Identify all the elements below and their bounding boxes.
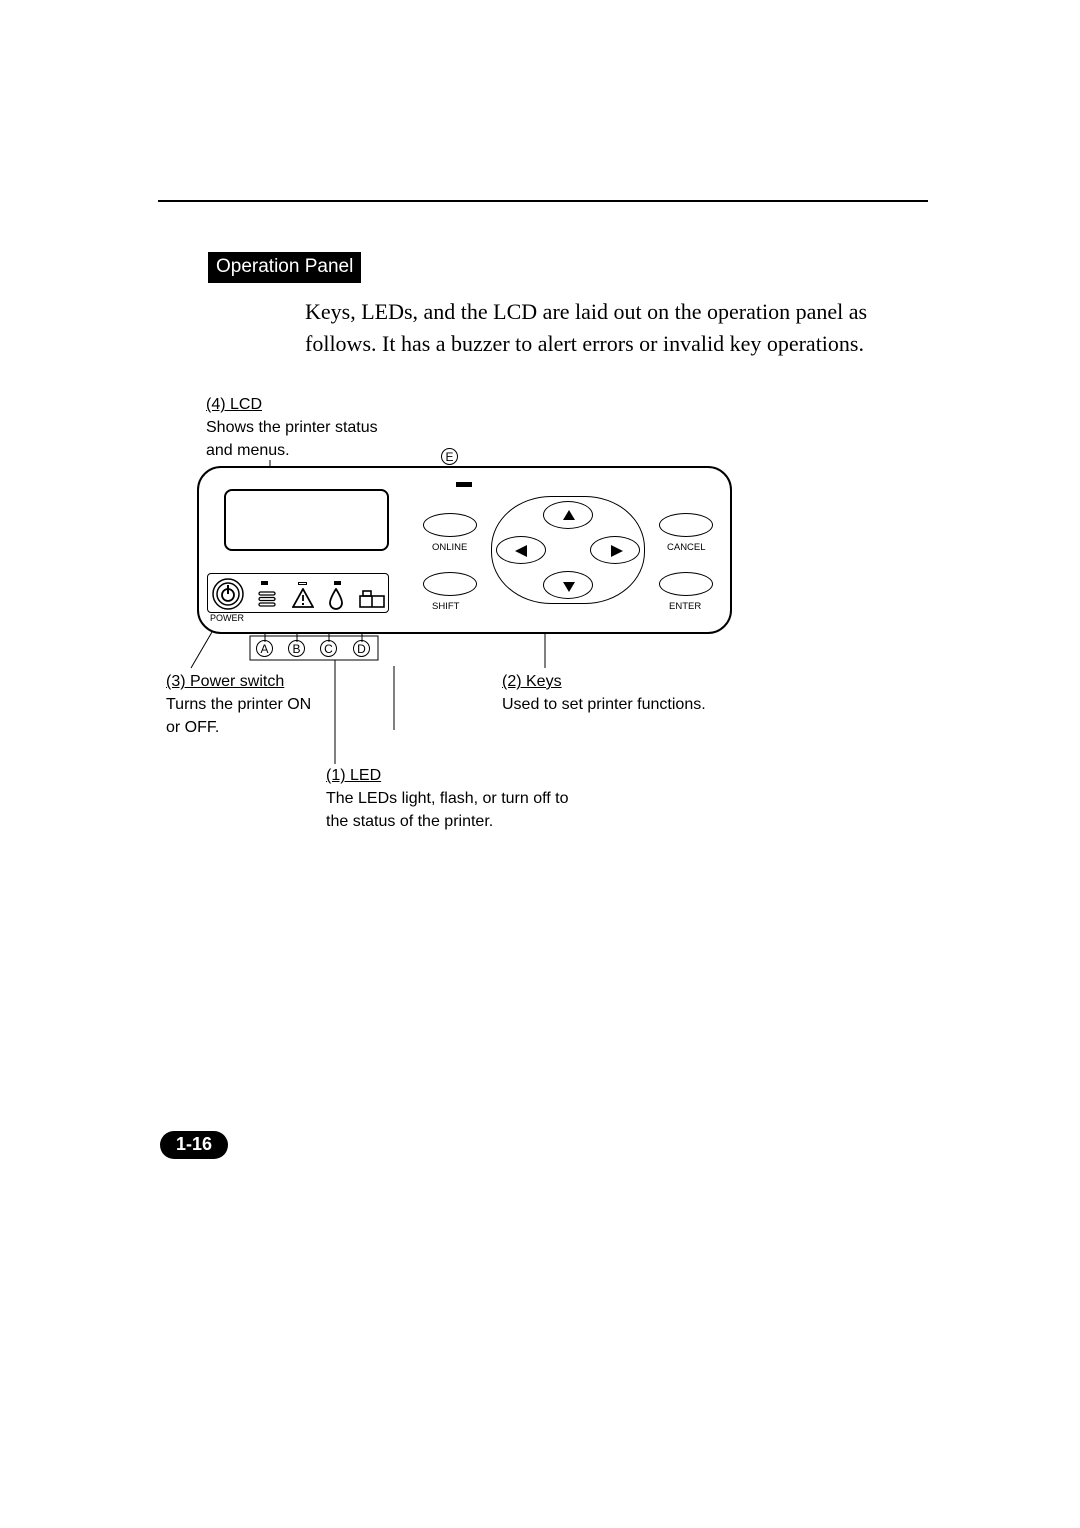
marker-a: A bbox=[256, 640, 273, 657]
callout-keys-title: (2) Keys bbox=[502, 673, 562, 690]
section-title-badge: Operation Panel bbox=[208, 252, 361, 283]
shift-button bbox=[423, 572, 477, 596]
callout-lcd-title: (4) LCD bbox=[206, 396, 262, 413]
lcd-screen bbox=[224, 489, 389, 551]
led-indicator-a bbox=[261, 581, 268, 585]
callout-power-title: (3) Power switch bbox=[166, 673, 284, 690]
online-button bbox=[423, 513, 477, 537]
callout-led-desc2: the status of the printer. bbox=[326, 813, 493, 830]
callout-power: (3) Power switch Turns the printer ON or… bbox=[166, 670, 396, 740]
enter-label: ENTER bbox=[669, 601, 701, 612]
marker-c: C bbox=[320, 640, 337, 657]
callout-lcd-desc1: Shows the printer status bbox=[206, 419, 378, 436]
arrow-down-button bbox=[543, 571, 593, 599]
led-indicator-b bbox=[298, 582, 307, 585]
online-label: ONLINE bbox=[432, 542, 467, 553]
enter-button bbox=[659, 572, 713, 596]
page-number: 1-16 bbox=[160, 1131, 228, 1159]
callout-power-desc2: or OFF. bbox=[166, 719, 219, 736]
power-switch-icon bbox=[211, 577, 245, 611]
callout-lcd: (4) LCD Shows the printer status and men… bbox=[206, 393, 466, 463]
callout-led-desc1: The LEDs light, flash, or turn off to bbox=[326, 790, 569, 807]
marker-b: B bbox=[288, 640, 305, 657]
cancel-label: CANCEL bbox=[667, 542, 706, 553]
operation-panel-diagram: POWER bbox=[197, 466, 732, 634]
top-indicator bbox=[456, 482, 472, 487]
warning-icon bbox=[292, 588, 314, 608]
callout-power-desc1: Turns the printer ON bbox=[166, 696, 311, 713]
menu-icon bbox=[258, 590, 276, 608]
intro-paragraph: Keys, LEDs, and the LCD are laid out on … bbox=[305, 296, 925, 360]
callout-lcd-desc2: and menus. bbox=[206, 442, 290, 459]
marker-e: E bbox=[441, 448, 458, 465]
marker-d: D bbox=[353, 640, 370, 657]
cartridge-icon bbox=[359, 590, 385, 608]
callout-led-title: (1) LED bbox=[326, 767, 381, 784]
top-rule bbox=[158, 200, 928, 202]
power-label: POWER bbox=[210, 613, 244, 623]
arrow-up-button bbox=[543, 501, 593, 529]
callout-led: (1) LED The LEDs light, flash, or turn o… bbox=[326, 764, 726, 834]
arrow-left-button bbox=[496, 536, 546, 564]
callout-keys: (2) Keys Used to set printer functions. bbox=[502, 670, 802, 716]
ink-drop-icon bbox=[328, 588, 344, 610]
cancel-button bbox=[659, 513, 713, 537]
callout-keys-desc1: Used to set printer functions. bbox=[502, 696, 706, 713]
led-indicator-c bbox=[334, 581, 341, 585]
arrow-right-button bbox=[590, 536, 640, 564]
shift-label: SHIFT bbox=[432, 601, 459, 612]
